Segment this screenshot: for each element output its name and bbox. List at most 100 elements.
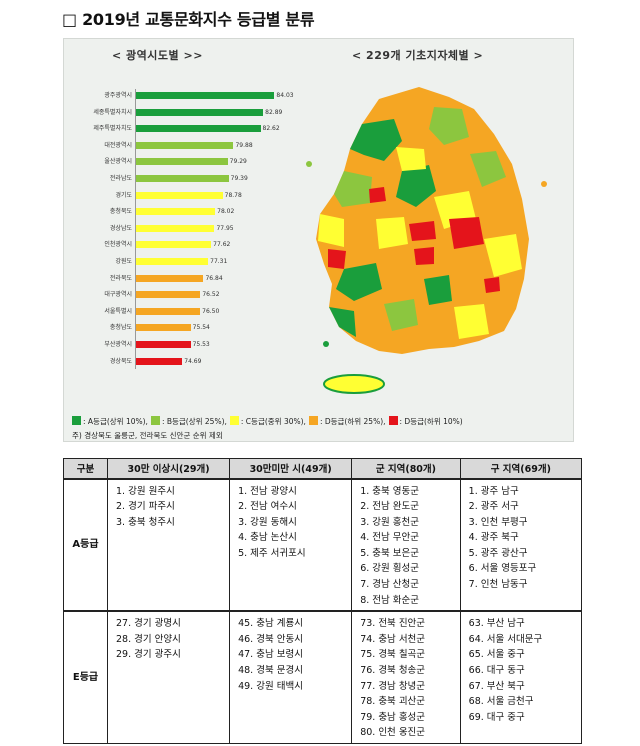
- chart-panel: < 광역시도별 >> < 229개 기초지자체별 > 광주광역시 84.03 세종특…: [63, 38, 574, 442]
- grade-cell: A등급: [63, 478, 108, 612]
- table-cell: 1. 충북 영동군 2. 전남 완도군 3. 강원 홍천군 4. 전남 무안군 5. 충…: [351, 478, 461, 612]
- header-small-city: 30만미만 시(49개): [229, 458, 353, 479]
- table-cell: 1. 강원 원주시 2. 경기 파주시 3. 충북 청주시: [106, 478, 231, 612]
- legend-item: : C등급(중위 30%),: [229, 416, 306, 427]
- list-item: 4. 충남 논산시: [238, 532, 297, 544]
- bar-value-label: 84.03: [276, 92, 294, 99]
- list-item: 1. 충북 영동군: [360, 485, 419, 497]
- bar-row: 경상북도 74.69: [72, 357, 252, 366]
- bar-category-label: 충청북도: [109, 208, 132, 216]
- list-item: 3. 강원 동해시: [238, 516, 297, 528]
- bar-row: 충청남도 75.54: [72, 323, 252, 332]
- legend-item: : B등급(상위 25%),: [150, 416, 227, 427]
- bar-row: 제주특별자치도 82.62: [72, 124, 280, 133]
- table-cell: 1. 광주 남구 2. 광주 서구 3. 인천 부평구 4. 광주 북구 5. 광주 광…: [459, 478, 583, 612]
- bar-row: 강원도 77.31: [72, 257, 252, 266]
- legend-label: : C등급(중위 30%),: [240, 417, 306, 426]
- bar-row: 경상남도 77.95: [72, 224, 252, 233]
- bar: [136, 241, 212, 249]
- bar-category-label: 부산광역시: [104, 341, 132, 348]
- bar: [136, 92, 275, 99]
- list-item: 28. 경기 안양시: [116, 633, 181, 645]
- list-item: 78. 충북 괴산군: [360, 696, 426, 708]
- bar-value-label: 82.62: [262, 125, 280, 133]
- page-heading: □ 2019년 교통문화지수 등급별 분류: [62, 10, 315, 29]
- list-item: 49. 강원 태백시: [238, 680, 303, 692]
- bar-row: 광주광역시 84.03: [72, 91, 294, 100]
- bar: [136, 191, 223, 199]
- legend-swatch: [72, 416, 81, 425]
- list-item: 47. 충남 보령시: [238, 649, 303, 661]
- bar: [136, 175, 229, 182]
- bar-value-label: 77.62: [213, 241, 231, 249]
- list-item: 48. 경북 문경시: [238, 665, 303, 677]
- bar-value-label: 79.39: [230, 175, 248, 182]
- bar-category-label: 광주광역시: [104, 92, 132, 99]
- table-cell: 63. 부산 남구 64. 서울 서대문구 65. 서울 중구 66. 대구 동구 67…: [459, 610, 583, 745]
- bar-category-label: 제주특별자치도: [93, 125, 132, 133]
- list-item: 1. 전남 광양시: [238, 485, 297, 497]
- bar: [136, 307, 201, 315]
- bar-value-label: 79.29: [229, 158, 247, 166]
- right-panel-title: < 229개 기초지자체별 >: [352, 49, 484, 62]
- bar-category-label: 충청남도: [109, 324, 132, 332]
- bar: [136, 274, 204, 282]
- bar-value-label: 77.95: [216, 224, 234, 232]
- korea-municipality-map: [306, 87, 547, 394]
- header-county: 군 지역(80개): [351, 458, 461, 479]
- list-item: 1. 광주 남구: [468, 485, 519, 497]
- header-large-city: 30만 이상시(29개): [106, 458, 231, 479]
- list-item: 46. 경북 안동시: [238, 633, 303, 645]
- list-item: 1. 강원 원주시: [116, 485, 175, 497]
- legend-swatch: [229, 416, 239, 425]
- legend-label: : A등급(상위 10%),: [83, 417, 148, 426]
- list-item: 2. 전남 여수시: [238, 501, 297, 513]
- bar-category-label: 인천광역시: [104, 241, 132, 249]
- list-item: 79. 충남 홍성군: [360, 711, 426, 723]
- bar: [136, 258, 209, 265]
- list-item: 76. 경북 청송군: [360, 665, 426, 677]
- bar-value-label: 79.88: [235, 141, 253, 149]
- bar: [136, 341, 191, 348]
- bar-value-label: 75.54: [192, 324, 210, 332]
- bar-value-label: 78.02: [217, 208, 235, 216]
- list-item: 67. 부산 북구: [468, 680, 525, 692]
- bar: [136, 208, 216, 216]
- table-row: E등급 27. 경기 광명시 28. 경기 안양시 29. 경기 광주시 45. 충남 …: [63, 610, 583, 745]
- header-district: 구 지역(69개): [459, 458, 583, 479]
- table-cell: 1. 전남 광양시 2. 전남 여수시 3. 강원 동해시 4. 충남 논산시 5. 제…: [229, 478, 353, 612]
- grade-legend: : A등급(상위 10%),: B등급(상위 25%), : C등급(중위 30%…: [72, 416, 466, 427]
- bar: [136, 125, 261, 133]
- legend-swatch: [308, 416, 318, 425]
- region-bar-chart: 광주광역시 84.03 세종특별자치시 82.89 제주특별자치도 82.62 대전광역시 7…: [72, 89, 294, 369]
- bar-value-label: 76.52: [202, 291, 220, 299]
- bar-category-label: 경기도: [115, 191, 132, 199]
- bar: [136, 291, 201, 299]
- list-item: 4. 전남 무안군: [360, 532, 419, 544]
- list-item: 74. 충남 서천군: [360, 633, 426, 645]
- legend-swatch: [388, 416, 398, 425]
- list-item: 2. 광주 서구: [468, 501, 519, 513]
- list-item: 45. 충남 계룡시: [238, 618, 303, 630]
- bar: [136, 108, 264, 116]
- table-row: A등급 1. 강원 원주시 2. 경기 파주시 3. 충북 청주시 1. 전남 광양시 2…: [63, 478, 583, 612]
- list-item: 64. 서울 서대문구: [468, 633, 543, 645]
- bar-value-label: 82.89: [265, 108, 283, 116]
- list-item: 7. 경남 산청군: [360, 579, 419, 591]
- list-item: 2. 경기 파주시: [116, 501, 175, 513]
- chart-note: 주) 경상북도 울릉군, 전라북도 신안군 순위 제외: [72, 431, 223, 440]
- table-cell: 27. 경기 광명시 28. 경기 안양시 29. 경기 광주시: [106, 610, 231, 745]
- list-item: 68. 서울 금천구: [468, 696, 534, 708]
- bar-value-label: 74.69: [184, 357, 202, 365]
- list-item: 6. 서울 영등포구: [468, 563, 537, 575]
- legend-label: : D등급(하위 25%),: [319, 417, 386, 426]
- bar-category-label: 대전광역시: [104, 141, 132, 149]
- list-item: 3. 인천 부평구: [468, 516, 528, 528]
- bar: [136, 324, 191, 332]
- header-category: 구분: [63, 458, 108, 479]
- bar-category-label: 강원도: [115, 258, 132, 265]
- legend-item: : A등급(상위 10%),: [72, 416, 148, 427]
- bar-category-label: 경상남도: [109, 224, 132, 232]
- left-panel-title: < 광역시도별 >>: [112, 49, 203, 62]
- bar-row: 울산광역시 79.29: [72, 157, 252, 166]
